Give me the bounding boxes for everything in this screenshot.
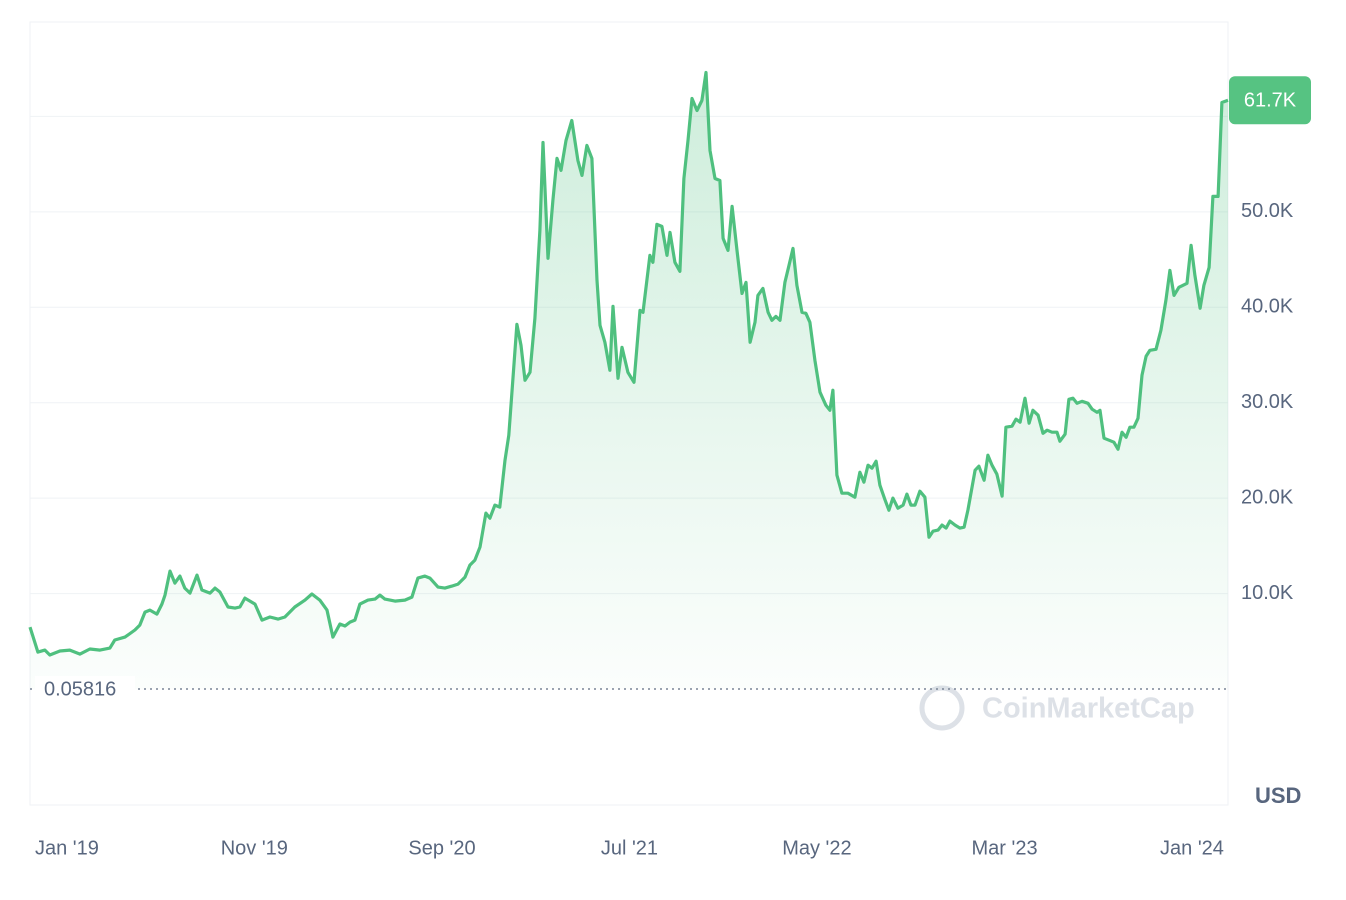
baseline-label-bg <box>35 675 135 700</box>
watermark-logo <box>919 685 965 731</box>
last-price-label: 61.7K <box>1244 89 1297 111</box>
currency-label: USD <box>1255 783 1301 808</box>
price-line <box>28 70 1229 657</box>
x-tick-label: May '22 <box>782 837 851 859</box>
x-tick-label: Jan '19 <box>35 837 99 859</box>
baseline-label: 0.05816 <box>44 678 116 700</box>
watermark-text: CoinMarketCap <box>982 693 1195 725</box>
x-tick-label: Nov '19 <box>221 837 288 859</box>
y-tick-label: 20.0K <box>1241 486 1294 508</box>
x-tick-label: Jan '24 <box>1160 837 1224 859</box>
y-tick-label: 30.0K <box>1241 391 1294 413</box>
x-tick-label: Jul '21 <box>601 837 658 859</box>
price-area <box>30 72 1228 689</box>
watermark: CoinMarketCap <box>919 685 1195 731</box>
last-price-badge <box>1229 76 1311 125</box>
y-tick-label: 10.0K <box>1241 582 1294 604</box>
x-tick-label: Mar '23 <box>972 837 1038 859</box>
x-tick-label: Sep '20 <box>408 837 475 859</box>
y-tick-label: 50.0K <box>1241 200 1294 222</box>
y-tick-label: 40.0K <box>1241 296 1294 318</box>
